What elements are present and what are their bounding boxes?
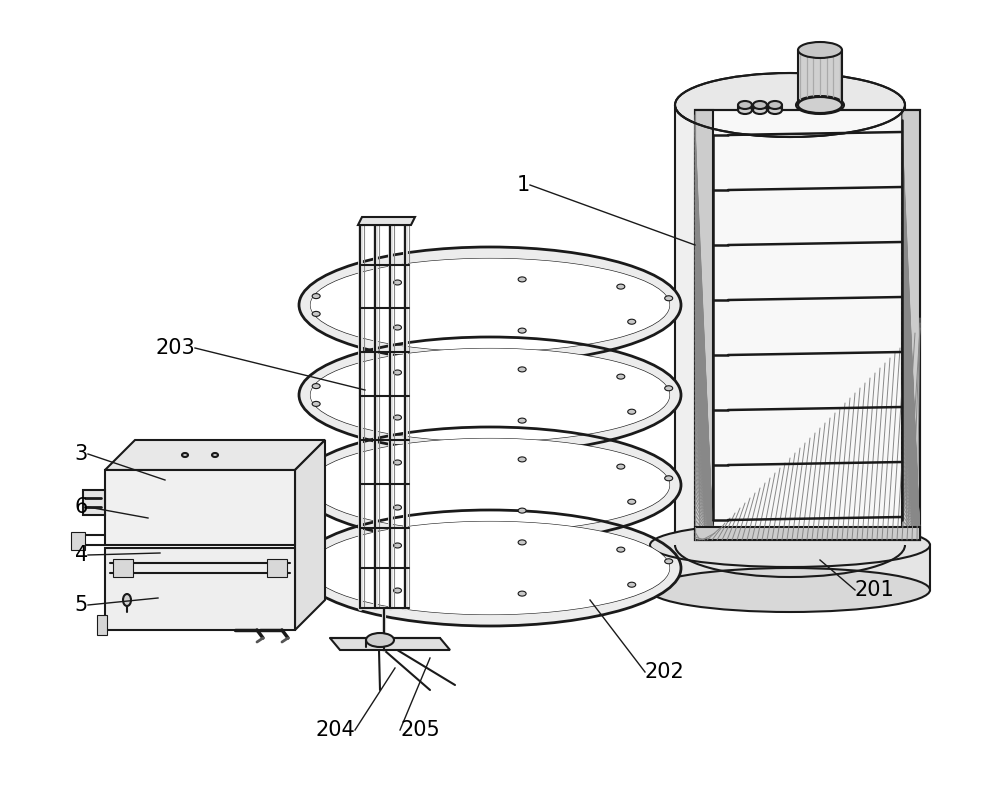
Polygon shape — [105, 470, 295, 545]
Ellipse shape — [650, 568, 930, 612]
Ellipse shape — [738, 106, 752, 114]
Ellipse shape — [628, 499, 636, 504]
Ellipse shape — [123, 594, 131, 606]
Ellipse shape — [798, 97, 842, 113]
Ellipse shape — [665, 296, 673, 301]
Text: 201: 201 — [855, 580, 895, 600]
Ellipse shape — [768, 106, 782, 114]
Ellipse shape — [394, 280, 402, 285]
Ellipse shape — [312, 474, 320, 479]
Polygon shape — [105, 548, 295, 630]
Ellipse shape — [518, 418, 526, 423]
Ellipse shape — [518, 508, 526, 513]
Polygon shape — [83, 490, 105, 515]
Polygon shape — [798, 50, 842, 105]
Text: 4: 4 — [75, 545, 88, 565]
Ellipse shape — [617, 374, 625, 379]
Ellipse shape — [738, 101, 752, 109]
Ellipse shape — [312, 401, 320, 407]
Ellipse shape — [628, 582, 636, 587]
Bar — [902, 110, 920, 540]
Ellipse shape — [393, 415, 402, 420]
Text: 205: 205 — [400, 720, 440, 740]
Ellipse shape — [628, 409, 636, 414]
Ellipse shape — [753, 101, 767, 109]
Text: 202: 202 — [645, 662, 685, 682]
Ellipse shape — [394, 460, 402, 465]
Text: 3: 3 — [75, 444, 88, 464]
Ellipse shape — [518, 277, 526, 282]
Polygon shape — [71, 532, 85, 550]
Ellipse shape — [796, 96, 844, 114]
Text: 6: 6 — [75, 497, 88, 517]
Ellipse shape — [300, 338, 680, 452]
Ellipse shape — [798, 42, 842, 58]
Ellipse shape — [518, 591, 526, 596]
Polygon shape — [105, 440, 325, 470]
Polygon shape — [358, 217, 415, 225]
Ellipse shape — [312, 557, 320, 562]
Ellipse shape — [518, 457, 526, 462]
Ellipse shape — [312, 293, 320, 299]
Polygon shape — [113, 559, 133, 577]
Ellipse shape — [300, 510, 680, 626]
Ellipse shape — [753, 106, 767, 114]
Ellipse shape — [366, 633, 394, 647]
Ellipse shape — [394, 543, 402, 548]
Polygon shape — [695, 110, 920, 540]
Ellipse shape — [617, 547, 625, 552]
Ellipse shape — [300, 427, 680, 543]
Ellipse shape — [310, 521, 670, 615]
Ellipse shape — [182, 453, 188, 457]
Ellipse shape — [212, 453, 218, 457]
Polygon shape — [675, 105, 905, 545]
Ellipse shape — [300, 248, 680, 362]
Ellipse shape — [312, 312, 320, 316]
Text: 5: 5 — [75, 595, 88, 615]
Bar — [695, 110, 713, 540]
Ellipse shape — [394, 370, 402, 375]
Ellipse shape — [310, 438, 670, 532]
Ellipse shape — [768, 101, 782, 109]
Ellipse shape — [312, 384, 320, 388]
Ellipse shape — [617, 464, 625, 469]
Polygon shape — [295, 440, 325, 630]
Ellipse shape — [518, 540, 526, 545]
Ellipse shape — [518, 367, 526, 372]
Ellipse shape — [310, 349, 670, 441]
Ellipse shape — [665, 558, 673, 564]
Ellipse shape — [665, 386, 673, 391]
Ellipse shape — [393, 588, 402, 593]
Polygon shape — [267, 559, 287, 577]
Ellipse shape — [617, 284, 625, 290]
Text: 203: 203 — [155, 338, 195, 358]
Ellipse shape — [665, 475, 673, 481]
Polygon shape — [650, 545, 930, 590]
Ellipse shape — [312, 491, 320, 497]
Ellipse shape — [650, 523, 930, 567]
Polygon shape — [330, 638, 450, 650]
Ellipse shape — [518, 328, 526, 333]
Ellipse shape — [310, 259, 670, 351]
Ellipse shape — [675, 73, 905, 137]
Ellipse shape — [393, 325, 402, 330]
Text: 204: 204 — [315, 720, 355, 740]
Bar — [695, 527, 920, 540]
Text: 1: 1 — [517, 175, 530, 195]
Ellipse shape — [393, 505, 402, 510]
Ellipse shape — [628, 320, 636, 324]
Ellipse shape — [312, 574, 320, 579]
Polygon shape — [97, 615, 107, 635]
